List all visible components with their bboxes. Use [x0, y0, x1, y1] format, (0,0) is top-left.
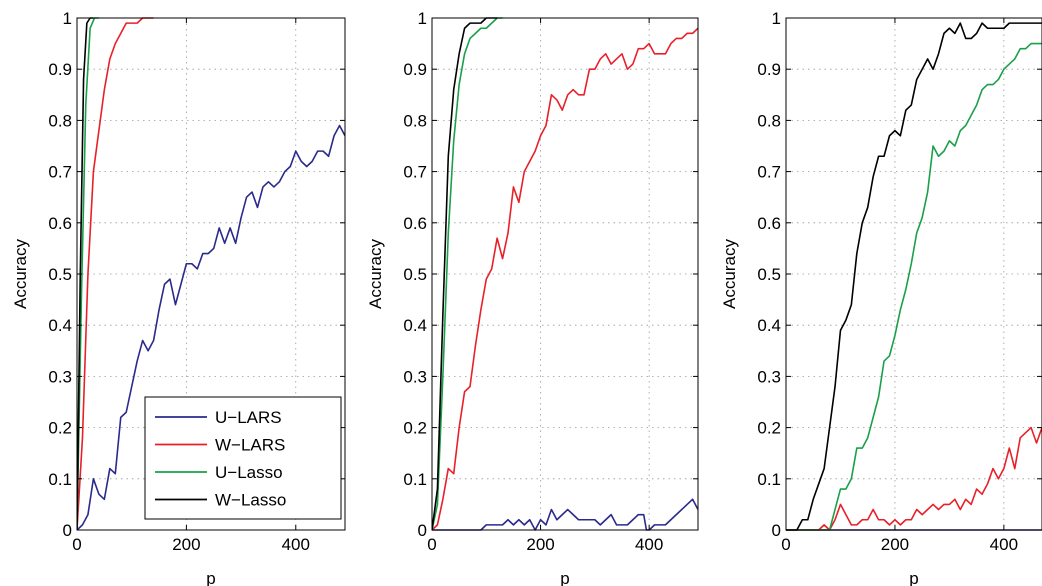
- y-axis-label: Accuracy: [720, 239, 739, 309]
- x-tick-label: 200: [526, 535, 554, 554]
- y-tick-label: 0.9: [403, 60, 427, 79]
- legend: U−LARS W−LARS U−Lasso W−Lasso: [144, 396, 342, 520]
- series-line-w-lars: [786, 426, 1042, 531]
- legend-label-u-lasso: U−Lasso: [215, 463, 283, 482]
- y-tick-label: 0.7: [48, 163, 72, 182]
- y-tick-label: 0.7: [757, 163, 781, 182]
- series-line-u-lars: [77, 124, 345, 531]
- legend-label-w-lars: W−LARS: [215, 436, 285, 455]
- series-line-w-lars: [432, 27, 698, 531]
- y-tick-label: 0: [418, 521, 427, 540]
- chart-panel-3: 0 0.1 0.2 0.3 0.4 0.5 0.6 0.7 0.8 0.9 1 0 200 400 p Acc…: [720, 9, 1042, 586]
- y-tick-label: 0: [63, 521, 72, 540]
- y-tick-label: 0.5: [48, 265, 72, 284]
- series-line-u-lars: [432, 498, 698, 531]
- y-tick-label: 0.6: [48, 214, 72, 233]
- series-line-u-lasso: [786, 42, 1042, 531]
- x-tick-label: 400: [635, 535, 663, 554]
- x-tick-label: 200: [881, 535, 909, 554]
- y-tick-label: 0.5: [403, 265, 427, 284]
- x-tick-label: 0: [781, 535, 790, 554]
- series-line-w-lasso: [786, 22, 1042, 531]
- x-tick-label: 400: [282, 535, 310, 554]
- y-tick-label: 0.2: [757, 419, 781, 438]
- y-tick-label: 0.4: [757, 316, 781, 335]
- y-tick-label: 0.1: [403, 470, 427, 489]
- series-line-w-lars: [77, 17, 154, 531]
- y-tick-label: 0.7: [403, 163, 427, 182]
- y-tick-label: 0.2: [403, 419, 427, 438]
- chart-panel-1: 0 0.1 0.2 0.3 0.4 0.5 0.6 0.7 0.8 0.9 1 0 200 400 p Acc…: [11, 9, 346, 586]
- legend-label-u-lars: U−LARS: [215, 408, 282, 427]
- x-tick-label: 200: [172, 535, 200, 554]
- chart-panel-2: 0 0.1 0.2 0.3 0.4 0.5 0.6 0.7 0.8 0.9 1 0 200 400 p Acc…: [366, 9, 699, 586]
- x-tick-label: 0: [72, 535, 81, 554]
- y-tick-label: 0.4: [48, 316, 72, 335]
- y-tick-label: 1: [772, 9, 781, 28]
- y-tick-label: 1: [418, 9, 427, 28]
- y-axis-label: Accuracy: [11, 239, 30, 309]
- y-tick-label: 0.2: [48, 419, 72, 438]
- y-tick-label: 0.6: [757, 214, 781, 233]
- x-axis-label: p: [560, 569, 569, 586]
- x-axis-label: p: [206, 569, 215, 586]
- x-tick-label: 400: [990, 535, 1018, 554]
- y-tick-label: 0.8: [48, 111, 72, 130]
- y-tick-label: 0: [772, 521, 781, 540]
- y-tick-label: 0.4: [403, 316, 427, 335]
- y-tick-label: 0.3: [48, 367, 72, 386]
- y-tick-label: 0.5: [757, 265, 781, 284]
- y-tick-label: 1: [63, 9, 72, 28]
- series-line-u-lasso: [432, 17, 503, 531]
- y-tick-label: 0.6: [403, 214, 427, 233]
- legend-label-w-lasso: W−Lasso: [215, 491, 286, 510]
- y-tick-label: 0.8: [403, 111, 427, 130]
- y-tick-label: 0.3: [757, 367, 781, 386]
- y-tick-label: 0.8: [757, 111, 781, 130]
- y-tick-label: 0.1: [48, 470, 72, 489]
- y-tick-label: 0.9: [757, 60, 781, 79]
- y-tick-label: 0.9: [48, 60, 72, 79]
- y-tick-label: 0.3: [403, 367, 427, 386]
- x-tick-label: 0: [427, 535, 436, 554]
- y-axis-label: Accuracy: [366, 239, 385, 309]
- y-tick-label: 0.1: [757, 470, 781, 489]
- x-axis-label: p: [909, 569, 918, 586]
